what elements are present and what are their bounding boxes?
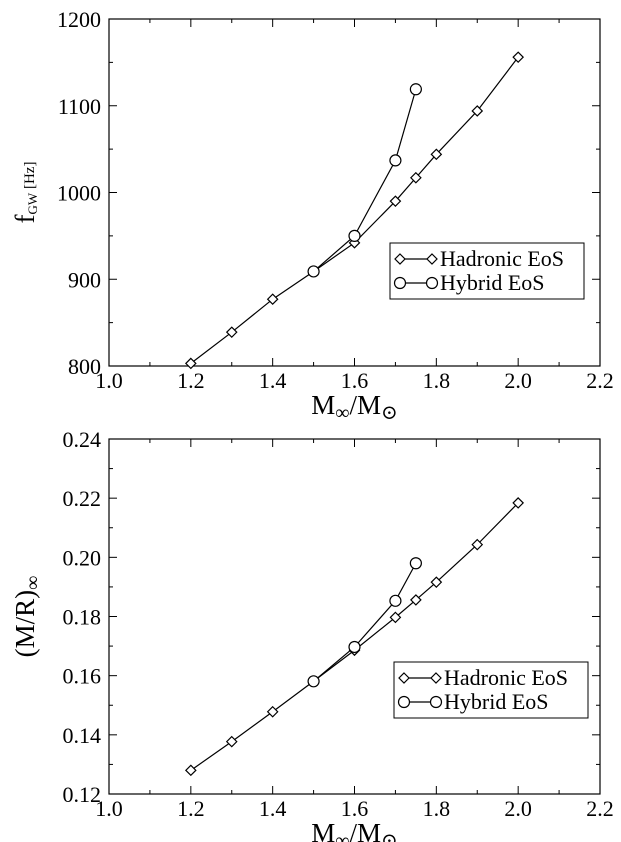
legend-marker	[398, 672, 410, 684]
x-tick-label: 1.8	[423, 368, 451, 393]
y-axis-label-main: (M/R)	[10, 590, 40, 658]
y-tick-label: 0.22	[63, 486, 102, 511]
data-point-diamond	[430, 576, 443, 589]
bottom-chart-panel: 1.0 1.2 1.4 1.6 1.8 2.0 2.2 0.12 0.14 0.16 0.18 0.2…	[10, 427, 614, 842]
x-tick-label: 1.6	[341, 368, 369, 393]
y-axis-label-sub: ∞	[22, 576, 44, 590]
x-tick-label: 2.2	[586, 796, 614, 821]
y-tick-label: 1000	[57, 181, 101, 206]
legend-label: Hybrid EoS	[440, 270, 545, 295]
data-point-diamond	[266, 293, 279, 306]
data-point-circle	[409, 557, 422, 570]
data-point-diamond	[512, 497, 525, 509]
data-point-diamond	[389, 611, 402, 624]
y-tick-label: 900	[68, 267, 101, 292]
legend-marker	[430, 672, 442, 684]
x-tick-label: 1.4	[259, 796, 287, 821]
x-axis-label-xlabel-main: M	[311, 390, 335, 420]
legend-box	[389, 242, 585, 300]
y-tick-label: 0.16	[63, 664, 102, 689]
legend-box	[393, 661, 589, 719]
data-point-diamond	[266, 705, 279, 718]
data-point-diamond	[410, 594, 422, 606]
x-axis-label-xlabel-sub2: ⊙	[381, 402, 398, 424]
data-point-diamond	[225, 326, 238, 339]
series-line	[313, 89, 417, 272]
x-tick-label: 1.2	[177, 368, 205, 393]
y-tick-label: 800	[68, 354, 101, 379]
x-tick-label: 1.2	[177, 796, 205, 821]
x-axis-label: M∞/M⊙	[311, 818, 398, 842]
y-tick-label: 0.24	[63, 427, 102, 452]
series-line	[190, 502, 519, 771]
series-line	[190, 56, 519, 364]
data-point-diamond	[225, 735, 238, 748]
x-axis-label: M∞/M⊙	[311, 390, 398, 424]
x-axis-label-xlabel-mid: /M	[350, 818, 382, 842]
data-point-circle	[389, 594, 402, 607]
data-point-diamond	[389, 195, 402, 208]
legend-label: Hadronic EoS	[444, 665, 568, 690]
y-tick-label: 0.14	[63, 723, 102, 748]
data-point-diamond	[184, 357, 197, 370]
data-point-circle	[307, 675, 320, 688]
plot-frame	[108, 438, 601, 795]
x-tick-label: 1.4	[259, 368, 287, 393]
data-point-diamond	[184, 764, 197, 777]
y-tick-label: 0.12	[63, 782, 102, 807]
x-axis-label-xlabel-sub1: ∞	[335, 830, 349, 842]
y-axis-label: fGW [Hz]	[10, 162, 40, 224]
y-axis-label-main: f	[10, 214, 40, 223]
series-diamond	[184, 497, 525, 777]
y-tick-label: 0.20	[63, 545, 102, 570]
y-tick-label: 1200	[57, 7, 101, 32]
legend-marker	[426, 253, 438, 265]
y-tick-label: 0.18	[63, 605, 102, 630]
x-tick-label: 1.0	[95, 796, 123, 821]
y-axis-label: (M/R)∞	[10, 576, 44, 658]
data-point-circle	[409, 83, 422, 96]
y-axis-label-unit: [Hz]	[22, 162, 38, 193]
y-tick-label: 1100	[58, 94, 101, 119]
series-diamond	[184, 51, 525, 370]
data-point-circle	[389, 154, 402, 167]
x-axis-label-xlabel-mid: /M	[350, 390, 382, 420]
legend-label: Hybrid EoS	[444, 689, 549, 714]
top-chart-panel: 1.0 1.2 1.4 1.6 1.8 2.0 2.2 800 900 1000 1100 1200 M…	[10, 7, 614, 424]
x-tick-label: 1.0	[95, 368, 123, 393]
legend-label: Hadronic EoS	[440, 246, 564, 271]
x-tick-label: 2.0	[504, 368, 532, 393]
data-point-circle	[348, 640, 361, 654]
x-tick-label: 1.8	[423, 796, 451, 821]
data-point-circle	[307, 265, 320, 278]
x-tick-label: 1.6	[341, 796, 369, 821]
y-axis-label-sub: GW	[25, 192, 40, 214]
x-axis-label-xlabel-main: M	[311, 818, 335, 842]
data-point-diamond	[471, 105, 484, 117]
data-point-diamond	[471, 538, 484, 551]
data-point-diamond	[410, 171, 422, 184]
legend-marker	[425, 276, 439, 290]
x-tick-label: 2.0	[504, 796, 532, 821]
legend-marker	[394, 253, 406, 265]
data-point-circle	[348, 229, 361, 242]
x-tick-label: 2.2	[586, 368, 614, 393]
legend-marker	[429, 695, 443, 709]
plot-frame	[108, 18, 601, 367]
series-line	[313, 562, 417, 682]
series-circle	[307, 557, 422, 688]
data-point-diamond	[512, 51, 525, 64]
x-axis-label-xlabel-sub2: ⊙	[381, 830, 398, 842]
series-circle	[307, 83, 422, 278]
legend-marker	[397, 695, 411, 709]
x-axis-label-xlabel-sub1: ∞	[335, 402, 349, 424]
data-point-diamond	[430, 148, 443, 161]
legend-marker	[393, 276, 407, 290]
